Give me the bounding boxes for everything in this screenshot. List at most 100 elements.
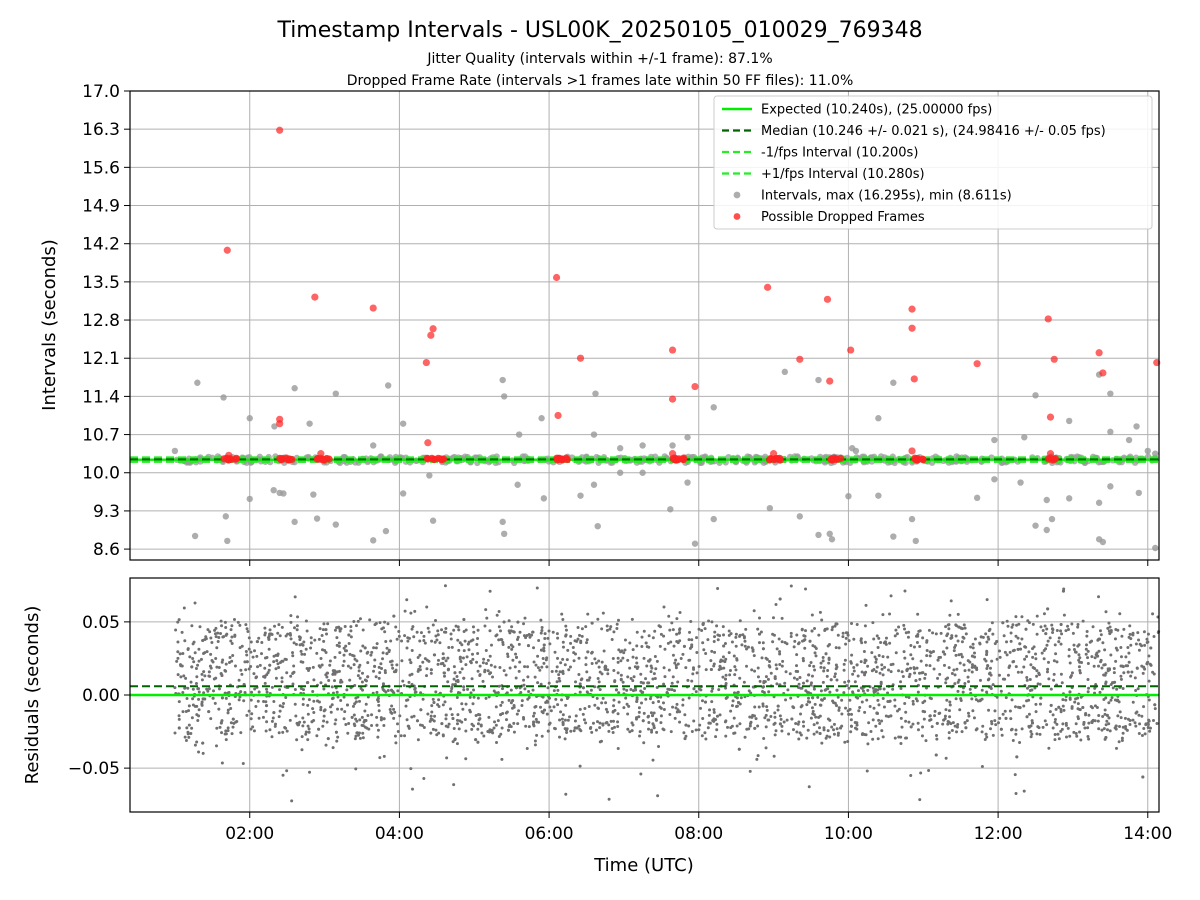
residual-point bbox=[880, 667, 884, 671]
residual-point bbox=[323, 649, 327, 653]
residual-point bbox=[207, 687, 211, 691]
residual-point bbox=[260, 652, 264, 656]
residual-point bbox=[962, 663, 966, 667]
residual-point bbox=[472, 688, 476, 692]
residual-point bbox=[1047, 677, 1051, 681]
residual-point bbox=[381, 657, 385, 661]
residual-point bbox=[246, 630, 250, 634]
residual-point bbox=[753, 726, 757, 730]
interval-point bbox=[766, 504, 774, 512]
residual-point bbox=[1024, 627, 1028, 631]
residual-point bbox=[526, 675, 530, 679]
residual-point bbox=[553, 650, 557, 654]
residual-point bbox=[507, 645, 511, 649]
residual-point bbox=[520, 699, 524, 703]
residual-point bbox=[452, 783, 456, 787]
residual-point bbox=[641, 719, 645, 723]
residual-point bbox=[901, 674, 905, 678]
interval-point bbox=[540, 495, 548, 502]
residual-point bbox=[594, 728, 598, 732]
residual-point bbox=[678, 639, 682, 643]
residual-point bbox=[1086, 678, 1090, 682]
residual-point bbox=[801, 720, 805, 724]
interval-point bbox=[845, 492, 852, 500]
residual-point bbox=[339, 680, 343, 684]
residual-point bbox=[1011, 649, 1015, 653]
residual-point bbox=[907, 720, 911, 724]
residual-point bbox=[632, 675, 636, 679]
residual-point bbox=[663, 647, 667, 651]
residual-point bbox=[300, 748, 304, 752]
residual-point bbox=[462, 629, 466, 633]
residual-point bbox=[368, 618, 372, 622]
residual-point bbox=[928, 714, 932, 718]
residual-point bbox=[938, 655, 942, 659]
residual-point bbox=[1091, 625, 1095, 629]
interval-point bbox=[1065, 495, 1073, 502]
residual-point bbox=[406, 724, 410, 728]
residual-point bbox=[260, 641, 264, 645]
residual-point bbox=[1031, 622, 1035, 626]
residual-point bbox=[386, 688, 390, 692]
residual-point bbox=[714, 735, 718, 739]
residual-point bbox=[1100, 687, 1104, 691]
residual-point bbox=[476, 696, 480, 700]
residual-point bbox=[237, 698, 241, 702]
residual-point bbox=[833, 675, 837, 679]
residual-point bbox=[662, 728, 666, 732]
residual-point bbox=[812, 723, 816, 727]
residual-point bbox=[1087, 713, 1091, 717]
residual-point bbox=[861, 732, 865, 736]
residual-point bbox=[553, 727, 557, 731]
y-tick-label: 12.8 bbox=[82, 311, 120, 331]
residual-point bbox=[540, 734, 544, 738]
residual-point bbox=[256, 640, 260, 644]
residual-point bbox=[464, 729, 468, 733]
residual-point bbox=[1017, 622, 1021, 626]
residual-point bbox=[422, 776, 426, 780]
residual-point bbox=[713, 650, 717, 654]
residual-point bbox=[449, 637, 453, 641]
residual-point bbox=[795, 730, 799, 734]
residual-point bbox=[379, 662, 383, 666]
residual-point bbox=[181, 652, 185, 656]
residual-point bbox=[852, 669, 856, 673]
residual-point bbox=[859, 660, 863, 664]
residual-point bbox=[226, 729, 230, 733]
residual-point bbox=[242, 699, 246, 703]
residual-point bbox=[1025, 715, 1029, 719]
residual-point bbox=[1035, 632, 1039, 636]
residual-point bbox=[811, 709, 815, 713]
residual-point bbox=[226, 726, 230, 730]
residual-point bbox=[276, 662, 280, 666]
residual-point bbox=[576, 626, 580, 630]
residual-point bbox=[556, 656, 560, 660]
residual-point bbox=[1102, 697, 1106, 701]
dropped-frame-point bbox=[285, 456, 293, 464]
residual-point bbox=[266, 671, 270, 675]
residual-point bbox=[695, 636, 699, 640]
residual-point bbox=[590, 730, 594, 734]
residual-point bbox=[966, 659, 970, 663]
residual-point bbox=[792, 645, 796, 649]
residual-point bbox=[1077, 653, 1081, 657]
dropped-frame-point bbox=[668, 395, 677, 403]
residual-point bbox=[673, 716, 677, 720]
residual-point bbox=[1107, 716, 1111, 720]
residual-point bbox=[509, 688, 513, 692]
residual-point bbox=[662, 666, 666, 670]
residual-point bbox=[312, 711, 316, 715]
residual-point bbox=[552, 705, 556, 709]
residual-point bbox=[1097, 664, 1101, 668]
residual-point bbox=[392, 614, 396, 618]
residual-point bbox=[549, 709, 553, 713]
residual-point bbox=[571, 646, 575, 650]
residual-point bbox=[353, 724, 357, 728]
residual-point bbox=[758, 679, 762, 683]
residual-point bbox=[342, 653, 346, 657]
residual-point bbox=[347, 633, 351, 637]
residual-point bbox=[350, 715, 354, 719]
residual-point bbox=[662, 682, 666, 686]
residual-point bbox=[642, 629, 646, 633]
